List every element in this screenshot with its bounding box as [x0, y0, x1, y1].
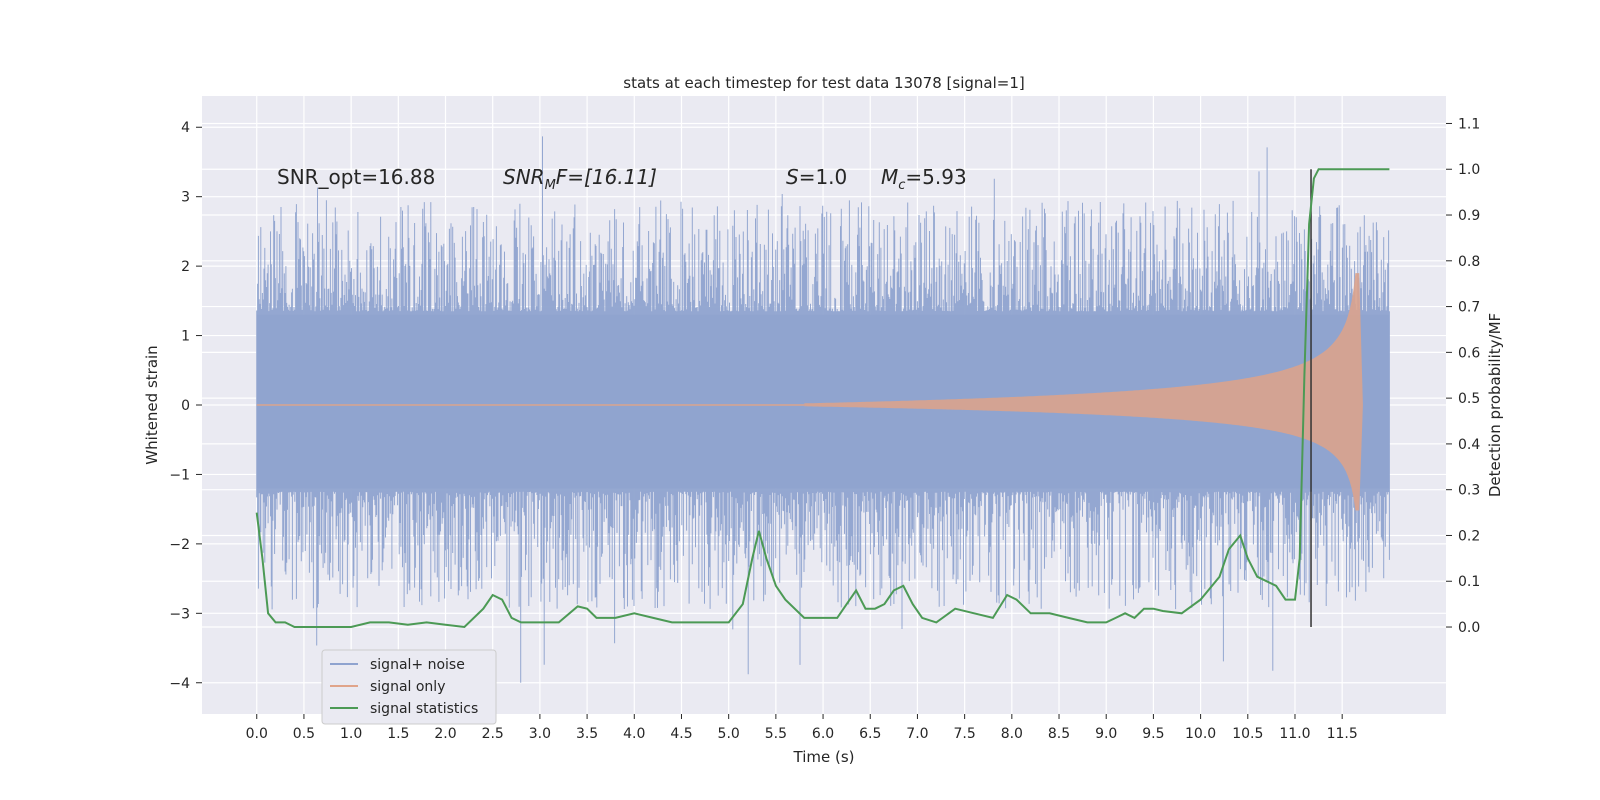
y2-tick-label: 0.7	[1458, 300, 1480, 316]
annotation-snr-opt: SNR_opt=16.88	[277, 165, 435, 189]
x-axis-label: Time (s)	[793, 748, 855, 766]
y2-tick-label: 0.8	[1458, 254, 1480, 270]
x-tick-label: 4.0	[623, 726, 645, 742]
x-tick-label: 5.0	[718, 726, 740, 742]
s-var: S	[786, 165, 799, 189]
x-tick-label: 1.0	[340, 726, 362, 742]
x-tick-label: 7.5	[954, 726, 976, 742]
y-axis-label: Whitened strain	[143, 345, 161, 464]
x-tick-label: 4.5	[670, 726, 692, 742]
x-tick-label: 1.5	[387, 726, 409, 742]
y2-tick-group: 1.1 1.0 0.9 0.8 0.7 0.6 0.5 0.4 0.3 0.2 0.1 0.0	[1446, 116, 1480, 636]
y-tick-group: 4 3 2 1 0 −1 −2 −3 −4	[169, 120, 202, 692]
y-tick-label: 1	[181, 329, 190, 345]
x-tick-label: 10.0	[1185, 726, 1216, 742]
x-tick-label: 3.0	[529, 726, 551, 742]
x-tick-label: 5.5	[765, 726, 787, 742]
y2-tick-label: 0.4	[1458, 437, 1480, 453]
y-tick-label: −4	[169, 676, 190, 692]
x-tick-label: 11.0	[1279, 726, 1310, 742]
chart-title: stats at each timestep for test data 130…	[623, 74, 1024, 92]
x-tick-label: 7.0	[906, 726, 928, 742]
mc-sub: c	[898, 178, 905, 193]
annotation-s: S=1.0	[786, 165, 847, 189]
x-tick-group: 0.0 0.5 1.0 1.5 2.0 2.5 3.0 3.5 4.0 4.5 5.0 5.5 6.0 6…	[246, 714, 1358, 742]
y2-tick-label: 0.0	[1458, 620, 1480, 636]
y2-axis-label: Detection probability/MF	[1486, 313, 1504, 497]
legend-box	[321, 649, 497, 725]
x-tick-label: 2.0	[434, 726, 456, 742]
x-tick-label: 8.0	[1001, 726, 1023, 742]
x-tick-label: 9.0	[1095, 726, 1117, 742]
y-tick-label: −2	[169, 537, 190, 553]
y2-tick-label: 0.5	[1458, 391, 1480, 407]
y2-tick-label: 1.0	[1458, 162, 1480, 178]
snr-mf-rest: F=[16.11]	[556, 165, 657, 189]
x-tick-label: 11.5	[1327, 726, 1358, 742]
y2-tick-label: 0.2	[1458, 528, 1480, 544]
snr-mf-var: SNR	[503, 165, 545, 189]
x-tick-label: 6.0	[812, 726, 834, 742]
snr-mf-sub: M	[545, 178, 556, 193]
legend-label-signal-statistics: signal statistics	[370, 701, 478, 717]
signal-statistics-line	[255, 168, 1390, 629]
x-tick-label: 8.5	[1048, 726, 1070, 742]
y-tick-label: 3	[181, 190, 190, 206]
x-tick-label: 0.5	[293, 726, 315, 742]
x-tick-label: 6.5	[859, 726, 881, 742]
annotation-snr-mf: SNRMF=[16.11]	[503, 165, 657, 193]
mc-val: =5.93	[905, 165, 966, 189]
legend-label-signal-noise: signal+ noise	[370, 657, 465, 673]
signal-only-chirp	[804, 273, 1363, 511]
x-tick-label: 10.5	[1232, 726, 1263, 742]
y2-tick-label: 0.1	[1458, 574, 1480, 590]
legend-label-signal-only: signal only	[370, 679, 445, 695]
x-tick-label: 0.0	[246, 726, 268, 742]
signal-only-group	[256, 273, 1363, 511]
y2-tick-label: 0.3	[1458, 483, 1480, 499]
s-val: =1.0	[799, 165, 848, 189]
y-tick-label: 2	[181, 259, 190, 275]
mc-var: M	[881, 165, 898, 189]
y-tick-label: 0	[181, 398, 190, 414]
x-tick-label: 3.5	[576, 726, 598, 742]
x-tick-label: 2.5	[482, 726, 504, 742]
y2-tick-label: 0.9	[1458, 208, 1480, 224]
y2-tick-label: 0.6	[1458, 345, 1480, 361]
y2-tick-label: 1.1	[1458, 116, 1480, 132]
x-tick-label: 9.5	[1142, 726, 1164, 742]
annotation-mc: Mc=5.93	[881, 165, 967, 193]
y-tick-label: −1	[169, 467, 190, 483]
legend: signal+ noise signal only signal statist…	[321, 649, 497, 725]
y-tick-label: −3	[169, 606, 190, 622]
y-tick-label: 4	[181, 120, 190, 136]
